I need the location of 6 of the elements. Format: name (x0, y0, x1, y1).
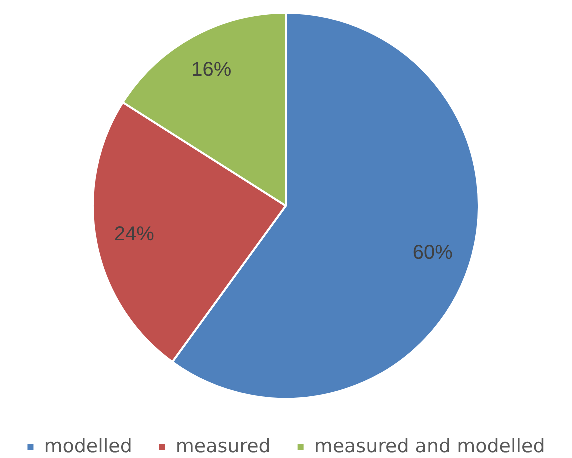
data-label: 24% (114, 223, 155, 246)
legend-label: modelled (44, 435, 132, 458)
data-label: 16% (192, 59, 232, 82)
legend-label: measured (176, 435, 271, 458)
legend-label: measured and modelled (314, 435, 546, 458)
data-label: 60% (412, 242, 454, 264)
